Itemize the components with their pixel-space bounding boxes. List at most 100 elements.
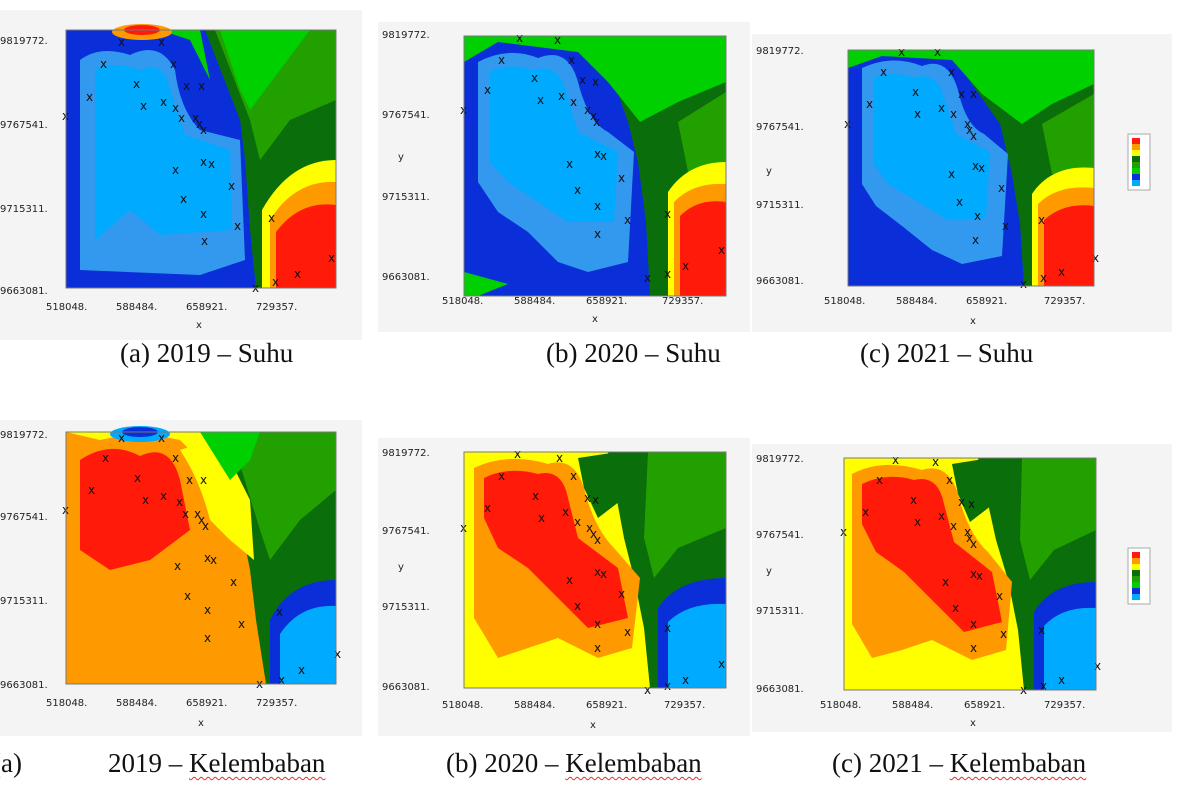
y-tick-2: 9767541. [756,122,804,133]
svg-text:x: x [590,109,597,123]
y-tick-3: 9715311. [0,204,48,215]
svg-text:x: x [892,453,899,467]
svg-text:x: x [174,559,181,573]
svg-text:x: x [910,493,917,507]
svg-text:x: x [484,83,491,97]
x-tick-4: 729357. [662,296,703,307]
svg-text:x: x [556,451,563,465]
y-axis-label: y [398,562,404,573]
svg-text:x: x [912,85,919,99]
y-tick-3: 9715311. [382,602,430,613]
svg-text:x: x [594,147,601,161]
svg-text:x: x [278,673,285,687]
y-tick-4: 9663081. [382,682,430,693]
svg-text:x: x [964,525,971,539]
x-axis-label: x [592,314,598,325]
svg-text:x: x [970,87,977,101]
legend-kelembaban-2021 [1127,547,1151,605]
x-tick-4: 729357. [256,302,297,313]
svg-text:x: x [998,181,1005,195]
svg-text:x: x [970,567,977,581]
svg-text:x: x [664,207,671,221]
x-axis-label: x [198,718,204,729]
svg-text:x: x [624,213,631,227]
svg-text:x: x [952,601,959,615]
svg-text:x: x [932,455,939,469]
svg-text:x: x [558,89,565,103]
svg-text:x: x [876,473,883,487]
svg-text:x: x [1038,623,1045,637]
svg-text:x: x [192,111,199,125]
x-axis-label: x [970,316,976,327]
svg-text:x: x [328,251,335,265]
x-tick-1: 518048. [442,700,483,711]
svg-text:x: x [180,192,187,206]
x-tick-3: 658921. [186,302,227,313]
x-tick-2: 588484. [116,698,157,709]
svg-text:x: x [1040,679,1047,693]
svg-text:x: x [86,90,93,104]
svg-text:x: x [584,491,591,505]
svg-text:x: x [298,663,305,677]
svg-text:x: x [976,569,983,583]
x-tick-3: 658921. [586,700,627,711]
svg-text:x: x [172,163,179,177]
svg-text:x: x [594,533,601,547]
svg-text:x: x [200,207,207,221]
x-tick-2: 588484. [514,296,555,307]
svg-text:x: x [938,101,945,115]
svg-text:x: x [574,599,581,613]
svg-text:x: x [958,495,965,509]
svg-text:x: x [592,75,599,89]
svg-text:x: x [618,587,625,601]
svg-text:x: x [1020,277,1027,291]
svg-text:x: x [956,195,963,209]
x-tick-1: 518048. [442,296,483,307]
svg-text:x: x [204,631,211,645]
caption-2019-kelembaban-word: Kelembaban [189,748,326,778]
svg-text:x: x [172,451,179,465]
caption-2021-kelembaban-year: (c) 2021 – [832,748,950,778]
svg-text:x: x [198,513,205,527]
svg-text:x: x [594,199,601,213]
svg-text:x: x [934,45,941,59]
svg-text:x: x [950,519,957,533]
svg-text:x: x [1094,659,1101,673]
svg-text:x: x [200,155,207,169]
y-tick-3: 9715311. [756,200,804,211]
x-axis-label: x [970,718,976,729]
svg-text:x: x [964,117,971,131]
y-tick-4: 9663081. [0,286,48,297]
svg-text:x: x [532,489,539,503]
svg-text:x: x [968,497,975,511]
svg-text:x: x [183,79,190,93]
svg-text:x: x [579,73,586,87]
svg-text:x: x [88,483,95,497]
svg-text:x: x [972,159,979,173]
caption-2020-kelembaban-word: Kelembaban [565,748,702,778]
svg-text:x: x [948,167,955,181]
x-tick-1: 518048. [824,296,865,307]
x-tick-1: 518048. [820,700,861,711]
y-tick-1: 9819772. [382,30,430,41]
svg-text:x: x [234,219,241,233]
svg-text:x: x [170,57,177,71]
svg-text:x: x [566,157,573,171]
svg-text:x: x [996,589,1003,603]
svg-text:x: x [974,209,981,223]
caption-2020-kelembaban: (b) 2020 – Kelembaban [446,748,702,779]
y-tick-2: 9767541. [0,120,48,131]
y-tick-1: 9819772. [0,430,48,441]
svg-text:x: x [538,511,545,525]
y-tick-2: 9767541. [756,530,804,541]
svg-text:x: x [562,505,569,519]
svg-text:x: x [200,473,207,487]
svg-text:x: x [1002,219,1009,233]
svg-text:x: x [158,431,165,445]
svg-text:x: x [594,617,601,631]
